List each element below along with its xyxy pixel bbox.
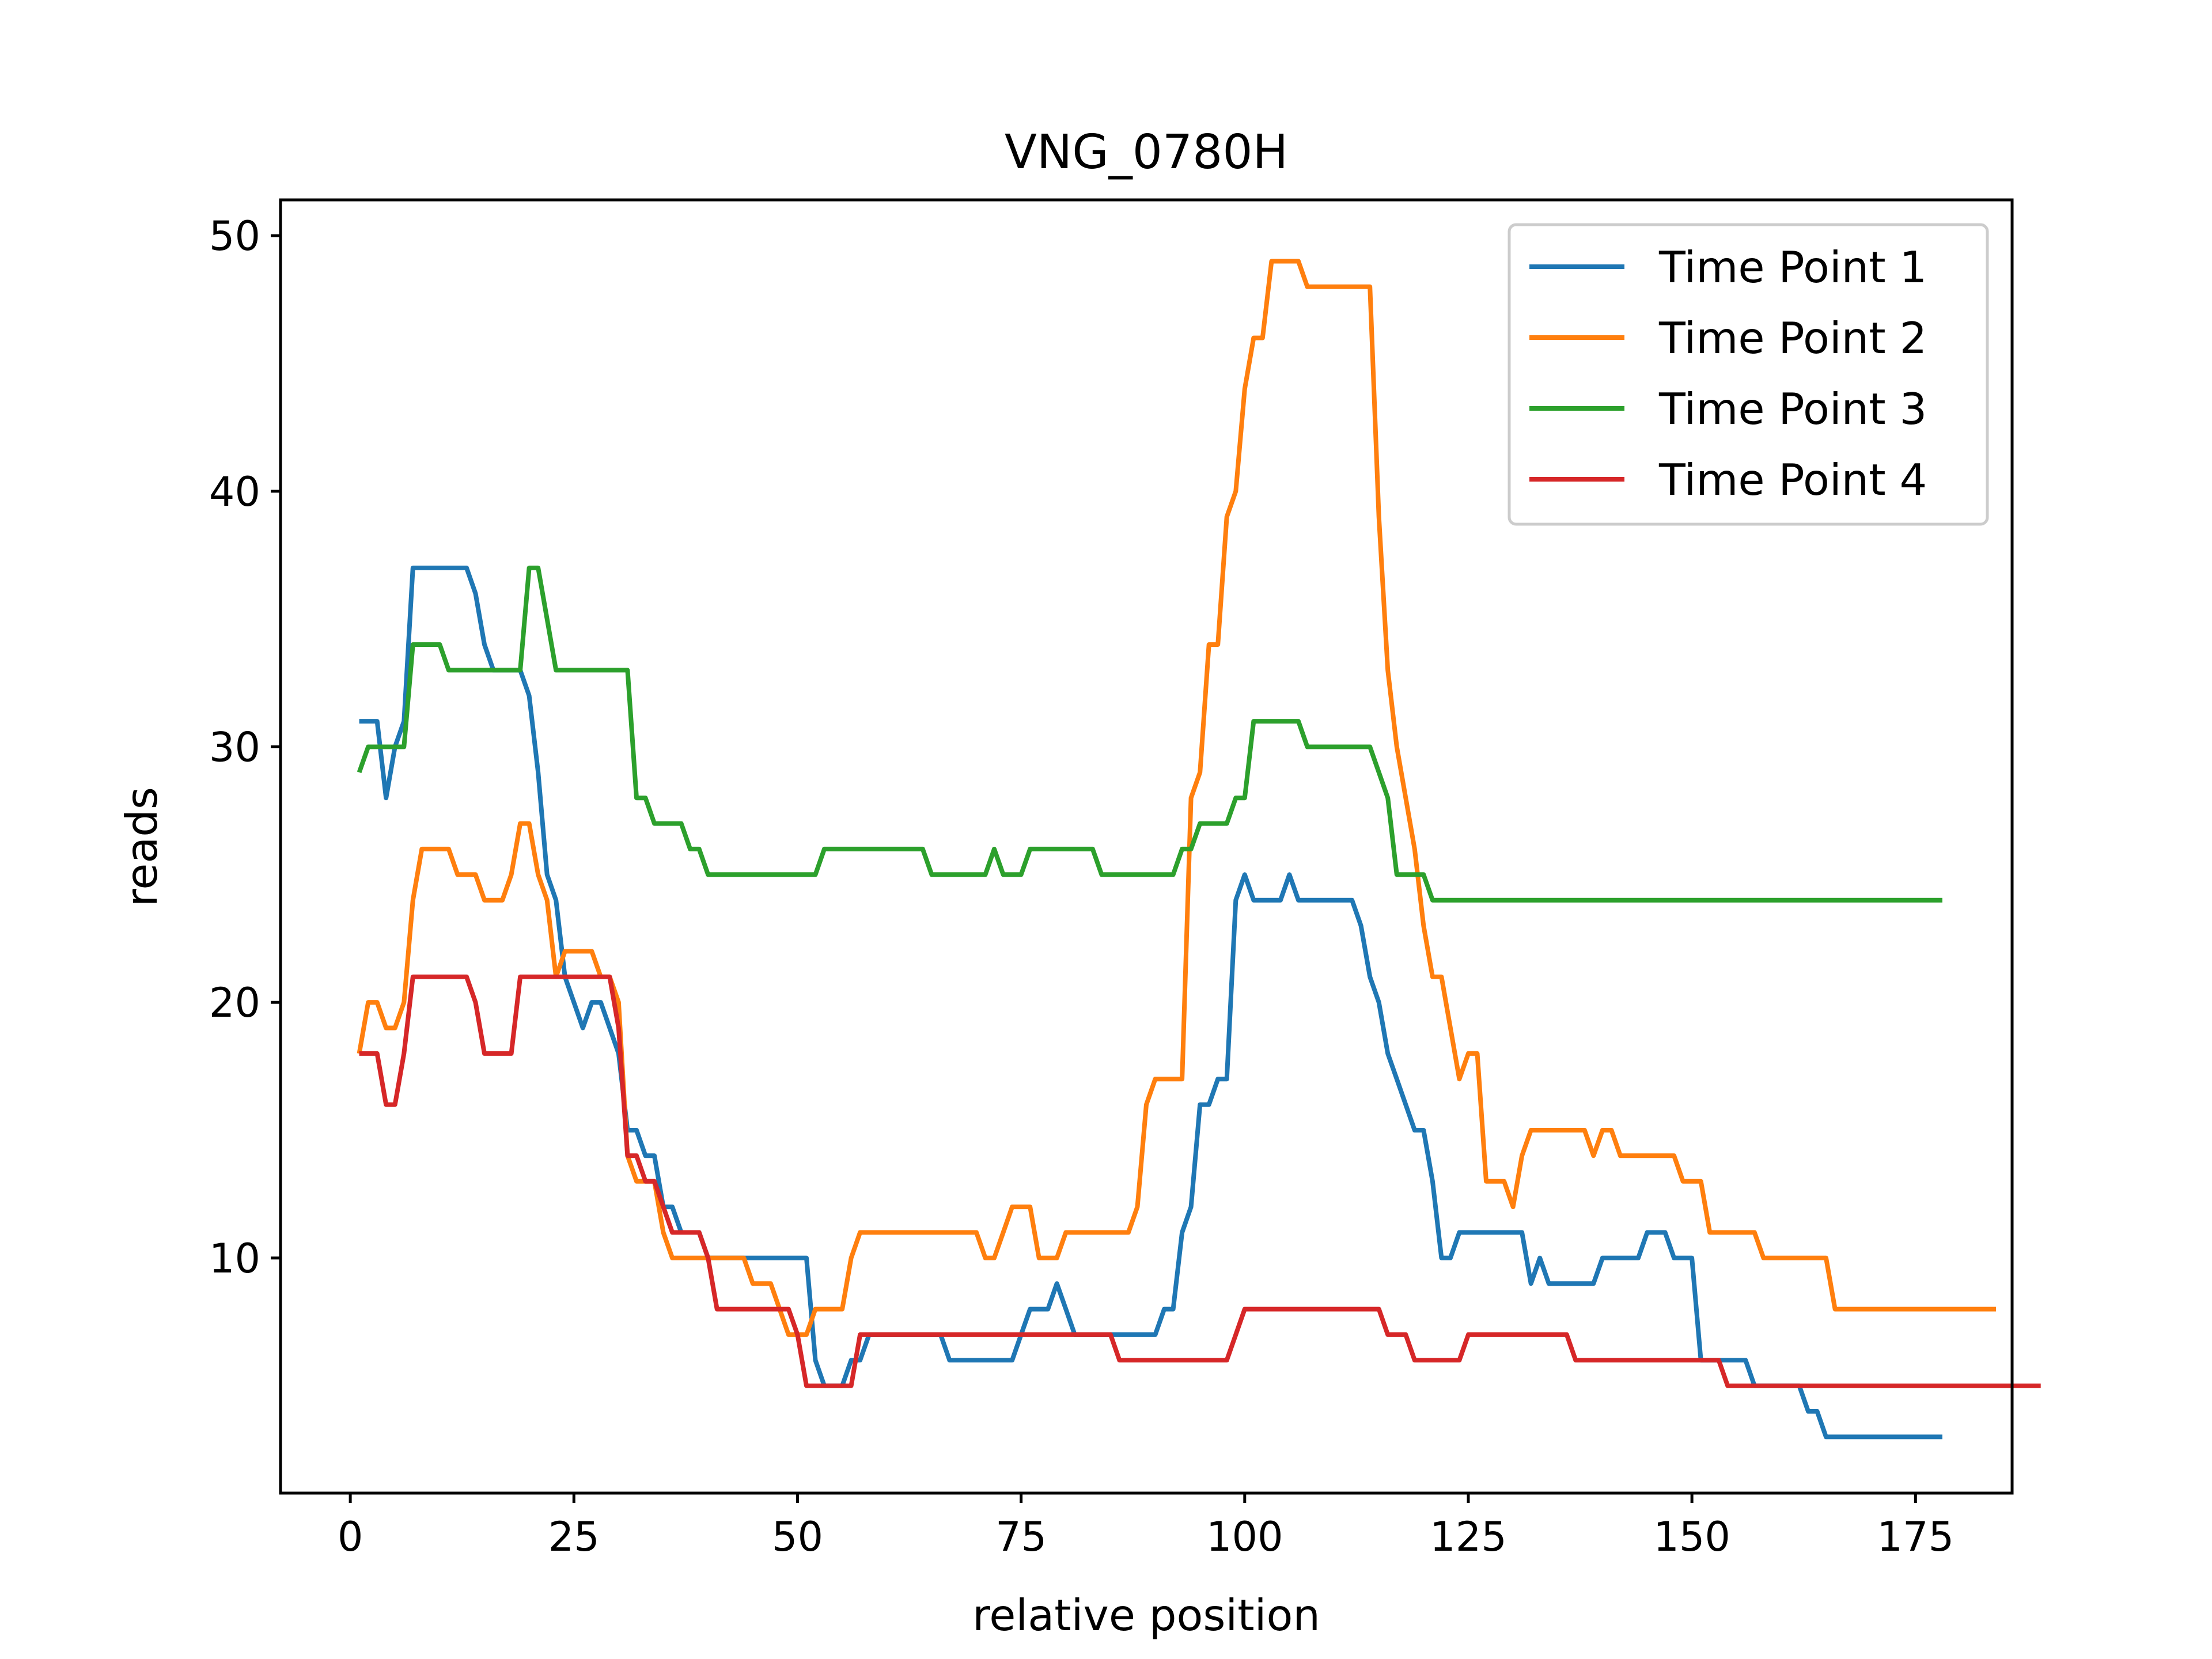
y-tick-label: 50 — [209, 213, 260, 260]
series-group — [357, 259, 2041, 1440]
legend-label-time-point-4: Time Point 4 — [1658, 454, 1927, 505]
legend-label-time-point-3: Time Point 3 — [1658, 384, 1927, 434]
series-line-time-point-4 — [359, 974, 2041, 1388]
x-tick-label: 0 — [338, 1513, 363, 1560]
y-tick-label: 10 — [209, 1235, 260, 1282]
legend-box — [1508, 223, 1989, 526]
y-axis: 10 20 30 40 50 — [209, 213, 281, 1282]
series-line-time-point-3 — [357, 565, 1942, 903]
x-axis: 0 25 50 75 100 125 150 175 — [338, 1493, 1954, 1560]
series-line-time-point-2 — [357, 259, 1997, 1337]
x-tick-label: 175 — [1877, 1513, 1955, 1560]
x-tick-label: 25 — [548, 1513, 600, 1560]
y-tick-label: 40 — [209, 468, 260, 516]
y-tick-label: 20 — [209, 979, 260, 1027]
legend-label-time-point-2: Time Point 2 — [1658, 313, 1927, 363]
legend: Time Point 1 Time Point 2 Time Point 3 Time… — [1508, 223, 1989, 526]
x-axis-label: relative position — [972, 1590, 1320, 1641]
y-tick-label: 30 — [209, 724, 260, 771]
plot-frame — [279, 198, 2014, 1495]
x-tick-label: 150 — [1653, 1513, 1730, 1560]
y-axis-label: reads — [116, 787, 167, 907]
x-tick-label: 125 — [1430, 1513, 1507, 1560]
x-tick-label: 75 — [995, 1513, 1047, 1560]
x-tick-label: 100 — [1206, 1513, 1283, 1560]
series-line-time-point-1 — [359, 565, 1942, 1440]
x-tick-label: 50 — [772, 1513, 823, 1560]
chart-title: VNG_0780H — [1005, 125, 1288, 180]
legend-label-time-point-1: Time Point 1 — [1658, 242, 1927, 293]
